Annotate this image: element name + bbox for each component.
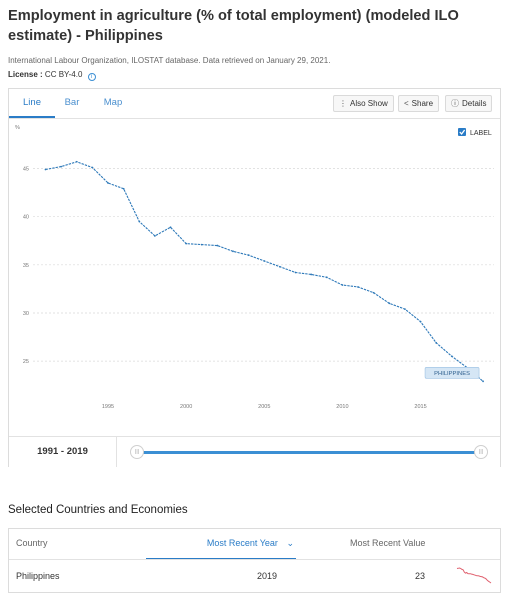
data-point	[404, 308, 406, 311]
details-button[interactable]: ⓘ Details	[445, 95, 493, 112]
year-range-label: 1991 - 2019	[9, 437, 117, 467]
checkmark-icon	[459, 129, 466, 136]
x-tick-label: 2010	[336, 404, 348, 410]
series-end-label-box	[424, 367, 480, 379]
also-show-label: Also Show	[350, 99, 388, 108]
data-point	[247, 254, 250, 257]
data-point	[450, 355, 453, 358]
series-end-label: PHILIPPINES	[434, 371, 470, 377]
data-point	[263, 260, 266, 262]
data-point	[325, 276, 328, 279]
info-circle-icon: ⓘ	[451, 99, 459, 108]
most-recent-year-header-label: Most Recent Year	[206, 538, 278, 548]
data-point	[310, 273, 313, 276]
info-icon[interactable]: i	[87, 73, 96, 81]
year-range-bar: 1991 - 2019 ||| |||	[9, 436, 500, 467]
tab-bar[interactable]: Bar	[64, 97, 80, 108]
y-tick-label: 40	[23, 215, 29, 221]
license-line: License : CC BY-4.0 i	[8, 70, 96, 81]
y-tick-label: 35	[23, 263, 29, 269]
label-toggle[interactable]: LABEL	[458, 128, 492, 137]
country-column-header[interactable]: Country	[16, 538, 48, 548]
x-tick-label: 2005	[258, 404, 270, 410]
sparkline-path	[456, 567, 492, 584]
y-tick-label: 30	[23, 311, 29, 317]
chart-area: 25 30 35 40 45 1995 2000 2005 2010 2015 % LABEL …	[9, 120, 500, 435]
most-recent-value-column-header[interactable]: Most Recent Value	[350, 538, 426, 548]
data-point	[372, 291, 375, 294]
trend-sparkline	[456, 567, 492, 584]
label-checkbox[interactable]	[458, 128, 466, 136]
value-cell: 23	[414, 571, 425, 581]
details-label: Details	[462, 99, 487, 108]
year-cell: 2019	[256, 571, 277, 581]
x-tick-label: 2000	[180, 404, 192, 410]
header-divider	[9, 559, 500, 560]
data-point	[153, 235, 156, 237]
data-point	[435, 341, 438, 344]
label-checkbox-text: LABEL	[470, 130, 492, 137]
data-point	[279, 265, 281, 268]
also-show-button[interactable]: ⋮ Also Show	[333, 95, 394, 112]
year-range-track[interactable]	[137, 451, 482, 454]
sort-chevron-icon: ⌄	[286, 538, 294, 548]
data-point	[200, 243, 203, 246]
data-point	[419, 320, 422, 323]
ellipsis-vertical-icon: ⋮	[339, 99, 347, 108]
data-point	[294, 271, 297, 274]
data-point	[75, 160, 78, 163]
license-value[interactable]: CC BY-4.0	[44, 70, 83, 79]
y-axis-unit-label: %	[15, 125, 20, 131]
share-label: Share	[411, 99, 434, 108]
data-point	[91, 166, 94, 169]
data-point	[357, 286, 359, 288]
country-cell[interactable]: Philippines	[16, 571, 60, 581]
data-point	[388, 302, 391, 305]
data-point	[107, 182, 109, 184]
chart-tabs: Line Bar Map ⋮ Also Show < Share ⓘ Details	[9, 89, 500, 119]
chart-panel: Line Bar Map ⋮ Also Show < Share ⓘ Details …	[8, 88, 501, 467]
data-point	[482, 380, 484, 383]
data-point	[232, 250, 234, 253]
page-title: Employment in agriculture (% of total em…	[8, 8, 459, 44]
share-button[interactable]: < Share	[398, 95, 440, 112]
license-label: License :	[8, 70, 43, 79]
data-point	[44, 168, 47, 171]
share-icon: <	[404, 99, 409, 108]
y-tick-label: 45	[23, 167, 29, 173]
most-recent-year-column-header[interactable]: Most Recent Year ⌄	[146, 529, 296, 559]
range-start-handle[interactable]: |||	[130, 445, 144, 459]
data-point	[216, 244, 219, 247]
tab-map[interactable]: Map	[103, 97, 123, 108]
data-source: International Labour Organization, ILOST…	[8, 56, 331, 65]
data-point	[122, 187, 125, 190]
range-end-handle[interactable]: |||	[474, 445, 488, 459]
data-point	[60, 165, 63, 168]
x-tick-label: 2015	[414, 404, 426, 410]
data-point	[169, 226, 172, 229]
data-point	[185, 242, 188, 245]
data-point	[138, 220, 141, 223]
countries-table: Country Most Recent Year ⌄ Most Recent V…	[8, 528, 501, 593]
section-title: Selected Countries and Economies	[8, 504, 188, 516]
data-point	[341, 284, 344, 286]
x-tick-label: 1995	[102, 404, 114, 410]
series-line-philippines	[45, 161, 484, 382]
y-tick-label: 25	[23, 359, 29, 365]
tab-line[interactable]: Line	[9, 89, 55, 118]
